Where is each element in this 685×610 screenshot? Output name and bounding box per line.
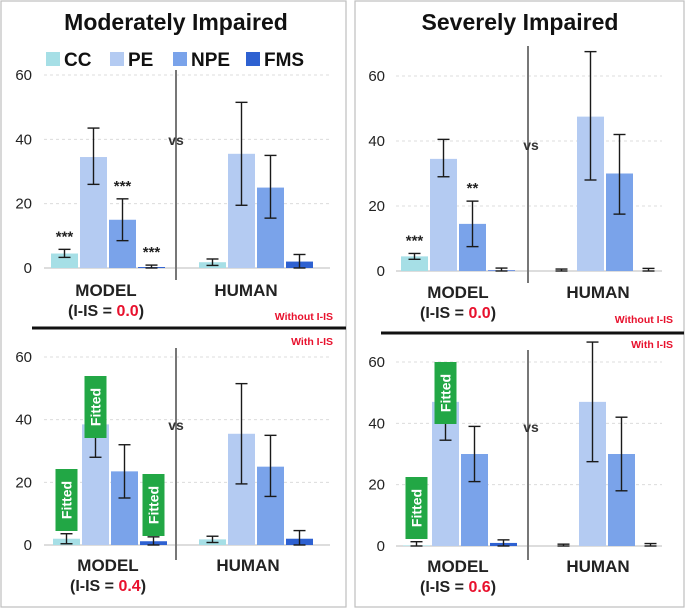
y-tick-label: 0 xyxy=(24,260,32,277)
chart-4: 0 20 40 60 vs Fitted Fitted MODEL HUMAN (I-IS = 0… xyxy=(368,341,662,596)
y-tick-label: 20 xyxy=(368,198,385,215)
iis-label: (I-IS = 0.4) xyxy=(70,578,146,595)
y-tick-label: 60 xyxy=(15,349,32,366)
iis-label: (I-IS = 0.0) xyxy=(68,303,144,320)
fitted-badge xyxy=(142,474,165,536)
y-tick-label: 60 xyxy=(15,67,32,84)
legend-swatch-npe xyxy=(173,52,187,66)
iis-value: 0.0 xyxy=(468,305,490,322)
y-tick-label: 20 xyxy=(368,477,385,494)
fitted-label: Fitted xyxy=(88,388,104,426)
fitted-badge xyxy=(434,362,457,424)
significance-label: *** xyxy=(143,244,161,261)
fitted-badge xyxy=(84,376,107,438)
y-tick-label: 20 xyxy=(15,474,32,491)
significance-label: ** xyxy=(467,180,479,197)
vs-label: vs xyxy=(168,132,184,148)
left-panel-frame xyxy=(0,0,347,608)
legend-label-npe: NPE xyxy=(191,50,230,71)
group-label-human: HUMAN xyxy=(214,281,277,300)
chart-2: 0 20 40 60 vs Fitted Fitted Fitted MODEL HUMAN (I-… xyxy=(15,348,330,595)
legend-swatch-pe xyxy=(110,52,124,66)
y-tick-label: 0 xyxy=(377,538,385,555)
y-tick-label: 40 xyxy=(15,412,32,429)
iis-value: 0.0 xyxy=(116,303,138,320)
right-with-label: With I-IS xyxy=(631,339,673,351)
fitted-label: Fitted xyxy=(409,489,425,527)
iis-suffix: ) xyxy=(491,305,496,322)
group-label-model: MODEL xyxy=(427,283,488,302)
iis-suffix: ) xyxy=(139,303,144,320)
legend-swatch-fms xyxy=(246,52,260,66)
y-tick-label: 60 xyxy=(368,68,385,85)
vs-label: vs xyxy=(523,137,539,153)
legend-swatch-cc xyxy=(46,52,60,66)
y-tick-label: 40 xyxy=(368,133,385,150)
significance-label: *** xyxy=(406,232,424,249)
chart-1: 0 20 40 60 vs *** *** *** MODEL HUMAN (I-IS = 0.0) xyxy=(15,67,330,320)
y-tick-label: 0 xyxy=(377,263,385,280)
legend-label-fms: FMS xyxy=(264,50,304,71)
y-tick-label: 40 xyxy=(368,415,385,432)
fitted-label: Fitted xyxy=(59,481,75,519)
group-label-human: HUMAN xyxy=(566,557,629,576)
iis-label: (I-IS = 0.6) xyxy=(420,579,496,596)
right-panel-title: Severely Impaired xyxy=(422,9,619,35)
y-tick-label: 40 xyxy=(15,131,32,148)
iis-prefix: (I-IS = xyxy=(68,303,116,320)
significance-label: *** xyxy=(114,178,132,195)
vs-label: vs xyxy=(168,417,184,433)
y-tick-label: 60 xyxy=(368,354,385,371)
group-label-model: MODEL xyxy=(427,557,488,576)
legend-label-cc: CC xyxy=(64,50,92,71)
fitted-label: Fitted xyxy=(146,486,162,524)
bar-pe-model xyxy=(430,158,457,271)
fitted-badge xyxy=(55,469,78,531)
fitted-label: Fitted xyxy=(438,374,454,412)
legend: CC PE NPE FMS xyxy=(46,50,304,71)
fitted-badge xyxy=(405,477,428,539)
bar-cc-model xyxy=(51,253,78,268)
group-label-model: MODEL xyxy=(77,556,138,575)
iis-prefix: (I-IS = xyxy=(420,579,468,596)
iis-prefix: (I-IS = xyxy=(420,305,468,322)
group-label-model: MODEL xyxy=(75,281,136,300)
iis-label: (I-IS = 0.0) xyxy=(420,305,496,322)
iis-value: 0.4 xyxy=(118,578,140,595)
iis-suffix: ) xyxy=(491,579,496,596)
y-tick-label: 0 xyxy=(24,537,32,554)
iis-suffix: ) xyxy=(141,578,146,595)
significance-label: *** xyxy=(56,228,74,245)
group-label-human: HUMAN xyxy=(216,556,279,575)
iis-value: 0.6 xyxy=(468,579,490,596)
y-tick-label: 20 xyxy=(15,196,32,213)
charts: 0 20 40 60 vs *** *** *** MODEL HUMAN (I-IS = 0.0)… xyxy=(15,46,662,596)
vs-label: vs xyxy=(523,419,539,435)
legend-label-pe: PE xyxy=(128,50,153,71)
left-with-label: With I-IS xyxy=(291,336,333,348)
left-without-label: Without I-IS xyxy=(275,311,333,323)
right-without-label: Without I-IS xyxy=(615,314,673,326)
bar-cc-model xyxy=(401,256,428,271)
group-label-human: HUMAN xyxy=(566,283,629,302)
iis-prefix: (I-IS = xyxy=(70,578,118,595)
left-panel-title: Moderately Impaired xyxy=(64,9,288,35)
